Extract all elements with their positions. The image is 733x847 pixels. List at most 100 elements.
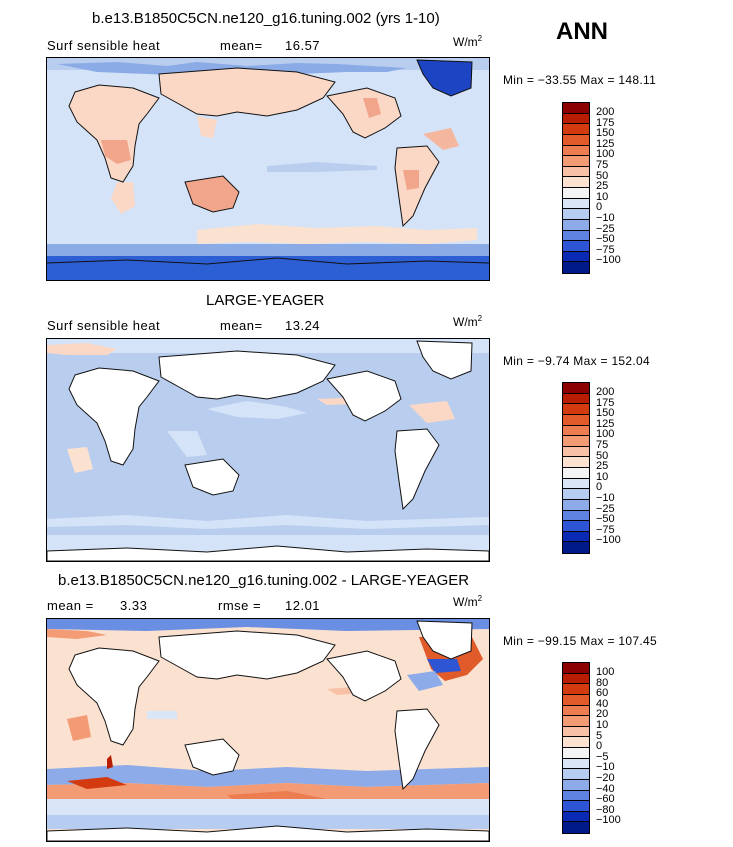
cbar-tick: 25 — [596, 460, 609, 473]
cbar-tick: 75 — [596, 439, 609, 451]
colorbar-swatch — [563, 209, 589, 220]
colorbar-swatch — [563, 198, 589, 210]
cbar-tick: 100 — [596, 428, 615, 441]
cbar-tick: 150 — [596, 407, 615, 420]
colorbar-swatch — [563, 684, 589, 695]
cbar-tick: −10 — [596, 761, 615, 774]
panel-3-rmse-value: 12.01 — [285, 598, 321, 613]
panel-1-colorbar-ticks: 200 175 150 125 100 75 50 25 10 0 −10 −2… — [596, 102, 656, 272]
colorbar-swatch — [563, 219, 589, 231]
cbar-tick: 0 — [596, 740, 603, 753]
colorbar-swatch — [563, 251, 589, 263]
colorbar-swatch — [563, 542, 589, 553]
colorbar-swatch — [563, 779, 589, 791]
cbar-tick: 10 — [596, 719, 609, 731]
cbar-tick: 125 — [596, 417, 615, 430]
colorbar-swatch — [563, 694, 589, 706]
cbar-tick: 150 — [596, 127, 615, 140]
cbar-tick: −75 — [596, 523, 615, 536]
colorbar-swatch — [563, 822, 589, 833]
colorbar-swatch — [563, 446, 589, 458]
cbar-tick: −80 — [596, 803, 615, 816]
panel-1-mean-value: 16.57 — [285, 38, 321, 53]
cbar-tick: −100 — [596, 534, 621, 547]
panel-2-title: LARGE-YEAGER — [206, 292, 325, 309]
cbar-tick: 0 — [596, 481, 603, 494]
colorbar-swatch — [563, 145, 589, 157]
colorbar-swatch — [563, 663, 589, 674]
cbar-tick: 100 — [596, 148, 615, 161]
cbar-tick: −5 — [596, 750, 609, 763]
colorbar-swatch — [563, 262, 589, 273]
panel-1-colorbar — [562, 102, 590, 274]
cbar-tick: 200 — [596, 106, 615, 118]
panel-2-colorbar-ticks: 200 175 150 125 100 75 50 25 10 0 −10 −2… — [596, 382, 656, 552]
cbar-tick: −40 — [596, 782, 615, 795]
cbar-tick: 50 — [596, 169, 609, 182]
colorbar-swatch — [563, 531, 589, 543]
cbar-tick: 175 — [596, 116, 615, 129]
colorbar-swatch — [563, 103, 589, 114]
panel-3-colorbar-segments — [563, 663, 589, 833]
season-label: ANN — [556, 18, 608, 45]
colorbar-swatch — [563, 156, 589, 167]
cbar-tick: 5 — [596, 729, 603, 742]
colorbar-swatch — [563, 166, 589, 178]
cbar-tick: −10 — [596, 212, 615, 224]
panel-1-map — [46, 57, 490, 281]
colorbar-swatch — [563, 436, 589, 447]
panel-2-map — [46, 338, 490, 562]
cbar-tick: 0 — [596, 201, 603, 214]
panel-3-title: b.e13.B1850C5CN.ne120_g16.tuning.002 - L… — [58, 572, 470, 589]
panel-3-units: W/m2 — [453, 594, 483, 609]
cbar-tick: 10 — [596, 190, 609, 203]
cbar-tick: 50 — [596, 449, 609, 462]
panel-2-mean-value: 13.24 — [285, 318, 321, 333]
cbar-tick: −10 — [596, 492, 615, 504]
panel-2-colorbar-segments — [563, 383, 589, 553]
panel-3-map — [46, 618, 490, 842]
cbar-tick: −50 — [596, 513, 615, 526]
panel-3-colorbar-ticks: 100 80 60 40 20 10 5 0 −5 −10 −20 −40 −6… — [596, 662, 656, 832]
panel-3-mean-label: mean = — [47, 598, 94, 613]
cbar-tick: 25 — [596, 180, 609, 193]
colorbar-swatch — [563, 425, 589, 437]
colorbar-swatch — [563, 468, 589, 479]
cbar-tick: 60 — [596, 687, 609, 700]
panel-3-mean-value: 3.33 — [120, 598, 148, 613]
colorbar-swatch — [563, 478, 589, 490]
cbar-tick: −25 — [596, 222, 615, 235]
colorbar-swatch — [563, 188, 589, 199]
panel-3-minmax: Min = −99.15 Max = 107.45 — [503, 634, 657, 648]
cbar-tick: −100 — [596, 254, 621, 267]
panel-2-variable: Surf sensible heat — [47, 318, 161, 333]
panel-2-colorbar — [562, 382, 590, 554]
colorbar-swatch — [563, 489, 589, 500]
cbar-tick: 75 — [596, 159, 609, 171]
colorbar-swatch — [563, 177, 589, 188]
colorbar-swatch — [563, 748, 589, 759]
cbar-tick: −100 — [596, 814, 621, 827]
panel-1-variable: Surf sensible heat — [47, 38, 161, 53]
cbar-tick: −25 — [596, 502, 615, 515]
cbar-tick: 125 — [596, 137, 615, 150]
colorbar-swatch — [563, 716, 589, 727]
colorbar-swatch — [563, 230, 589, 242]
colorbar-swatch — [563, 758, 589, 770]
colorbar-swatch — [563, 383, 589, 394]
cbar-tick: 175 — [596, 396, 615, 409]
colorbar-swatch — [563, 737, 589, 748]
colorbar-swatch — [563, 241, 589, 252]
panel-1-mean-label: mean= — [220, 38, 263, 53]
colorbar-swatch — [563, 510, 589, 522]
colorbar-swatch — [563, 769, 589, 780]
cbar-tick: 80 — [596, 676, 609, 689]
colorbar-swatch — [563, 113, 589, 125]
cbar-tick: 40 — [596, 697, 609, 710]
panel-1-minmax: Min = −33.55 Max = 148.11 — [503, 73, 657, 87]
cbar-tick: −60 — [596, 793, 615, 806]
panel-3-colorbar — [562, 662, 590, 834]
panel-1-colorbar-segments — [563, 103, 589, 273]
cbar-tick: −20 — [596, 772, 615, 784]
colorbar-swatch — [563, 521, 589, 532]
